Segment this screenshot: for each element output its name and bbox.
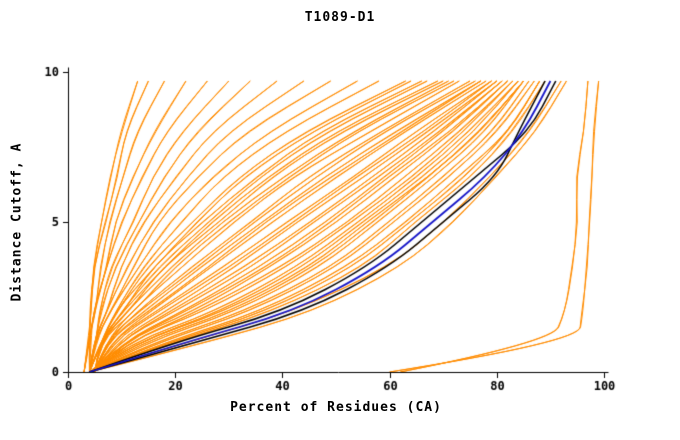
chart-title: T1089-D1	[304, 10, 376, 25]
y-axis-label: Distance Cutoff, A	[9, 142, 25, 302]
x-axis-label: Percent of Residues (CA)	[230, 400, 442, 415]
